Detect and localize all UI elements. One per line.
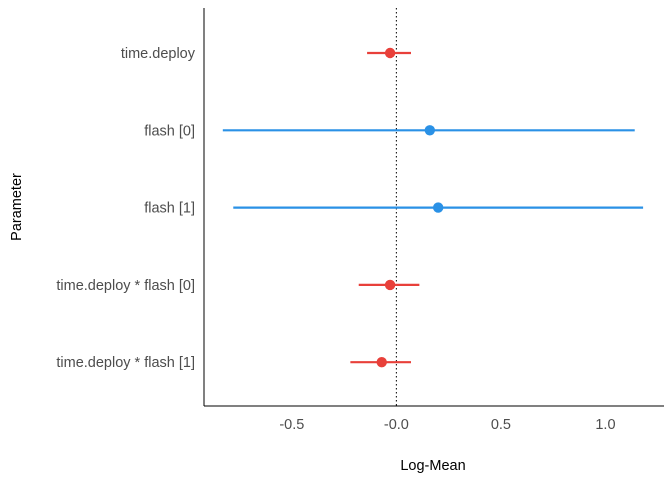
estimate-point [384,279,396,291]
estimate-point [376,357,387,368]
x-tick-label: -0.5 [279,417,304,433]
y-tick-label: flash [1] [144,201,195,217]
estimate-point [432,202,444,213]
estimate-point [424,125,436,136]
x-axis-title: Log-Mean [400,458,465,474]
x-tick-label: 1.0 [595,417,615,433]
x-tick-label: -0.0 [384,417,409,433]
y-tick-label: time.deploy [121,46,196,62]
y-tick-label: flash [0] [144,123,195,139]
y-tick-label: time.deploy * flash [1] [56,355,195,371]
estimate-point [384,47,396,59]
y-tick-label: time.deploy * flash [0] [56,278,195,294]
y-axis-title: Parameter [9,173,25,241]
plot-area: -0.5 -0.0 0.5 1.0 time.deploy flash [0] flash … [56,8,664,433]
x-tick-label: 0.5 [491,417,511,433]
